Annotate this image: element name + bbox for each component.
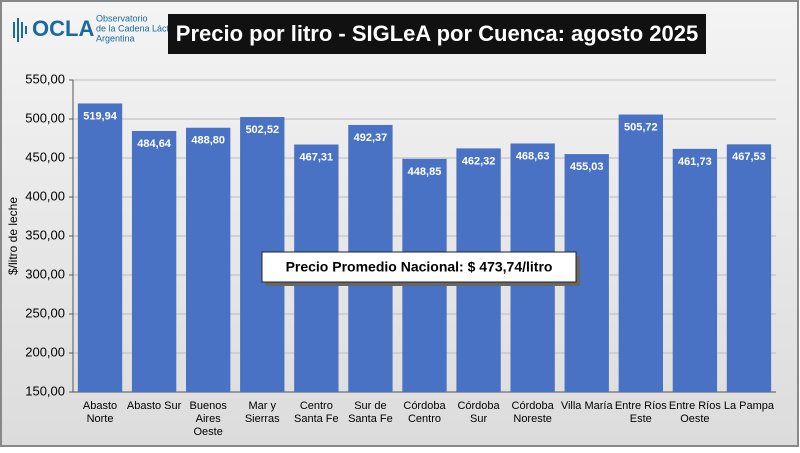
x-tick-label-box: Entre Ríos Oeste xyxy=(668,400,721,425)
value-label: 492,37 xyxy=(354,132,388,144)
x-tick-label-box: Buenos Aires Oeste xyxy=(189,400,227,438)
x-tick-label: Buenos Aires Oeste xyxy=(189,400,227,438)
x-tick-label-box: Entre Ríos Este xyxy=(614,400,667,425)
x-tick-label-box: Abasto Norte xyxy=(82,400,118,425)
x-tick-label: Mar y Sierras xyxy=(244,400,280,425)
value-label: 488,80 xyxy=(191,135,225,147)
bar xyxy=(131,130,177,392)
title-box xyxy=(168,14,706,54)
x-tick-label: Córdoba Centro xyxy=(403,400,446,425)
x-tick-label-box: Mar y Sierras xyxy=(244,400,280,425)
bar xyxy=(186,127,231,393)
value-label: 455,03 xyxy=(570,161,604,173)
x-tick-label: Entre Ríos Este xyxy=(614,400,667,425)
x-tick-label-box: Córdoba Noreste xyxy=(511,400,554,425)
x-tick-label: Córdoba Noreste xyxy=(511,400,554,425)
value-label: 467,53 xyxy=(732,151,766,163)
logo-name: OCLA xyxy=(32,16,94,41)
x-tick-label-box: Centro Santa Fe xyxy=(294,400,339,425)
y-tick-label: 400,00 xyxy=(25,188,65,203)
bar xyxy=(672,148,718,392)
x-tick-label-box: Sur de Santa Fe xyxy=(348,400,393,425)
y-tick-label: 250,00 xyxy=(25,305,65,320)
x-tick-label: Centro Santa Fe xyxy=(294,400,339,425)
chart-title: Precio por litro - SIGLeA por Cuenca: ag… xyxy=(176,21,698,46)
x-tick-label: Córdoba Sur xyxy=(457,400,500,425)
y-tick-label: 550,00 xyxy=(25,71,65,86)
value-label: 461,73 xyxy=(678,156,712,168)
x-tick-label: La Pampa xyxy=(723,400,775,412)
x-tick-label: Villa María xyxy=(560,400,613,412)
bar xyxy=(726,144,772,392)
value-label: 468,63 xyxy=(516,150,550,162)
value-label: 484,64 xyxy=(137,138,172,150)
x-tick-label: Abasto Sur xyxy=(126,400,182,412)
y-tick-label: 300,00 xyxy=(25,266,65,281)
y-axis-label: $/litro de leche xyxy=(6,197,20,275)
value-label: 505,72 xyxy=(624,121,658,133)
bar xyxy=(77,103,123,392)
x-tick-label-box: Villa María xyxy=(560,400,613,412)
x-tick-label: Abasto Norte xyxy=(82,400,118,425)
x-tick-label-box: Córdoba Centro xyxy=(403,400,446,425)
value-label: 467,31 xyxy=(300,151,334,163)
logo-icon xyxy=(13,18,27,42)
annotation-box xyxy=(261,251,577,283)
annotation: Precio Promedio Nacional: $ 473,74/litro xyxy=(286,259,553,275)
x-tick-label: Entre Ríos Oeste xyxy=(668,400,721,425)
y-tick-label: 450,00 xyxy=(25,149,65,164)
logo-line: de la Cadena Láctea xyxy=(96,23,179,33)
y-tick-label: 500,00 xyxy=(25,110,65,125)
bar xyxy=(618,114,663,393)
value-label: 502,52 xyxy=(245,124,279,136)
logo: OCLA Observatorio de la Cadena Láctea Ar… xyxy=(13,13,179,43)
x-tick-label: Sur de Santa Fe xyxy=(348,400,393,425)
x-tick-label-box: Abasto Sur xyxy=(126,400,182,412)
value-label: 519,94 xyxy=(83,110,118,122)
y-tick-label: 200,00 xyxy=(25,344,65,359)
value-label: 462,32 xyxy=(462,155,496,167)
logo-line: Observatorio xyxy=(96,13,148,23)
y-tick-label: 150,00 xyxy=(25,383,65,398)
logo-line: Argentina xyxy=(96,33,135,43)
x-tick-label-box: La Pampa xyxy=(723,400,775,412)
y-tick-label: 350,00 xyxy=(25,227,65,242)
x-tick-label-box: Córdoba Sur xyxy=(457,400,500,425)
value-label: 448,85 xyxy=(408,166,442,178)
